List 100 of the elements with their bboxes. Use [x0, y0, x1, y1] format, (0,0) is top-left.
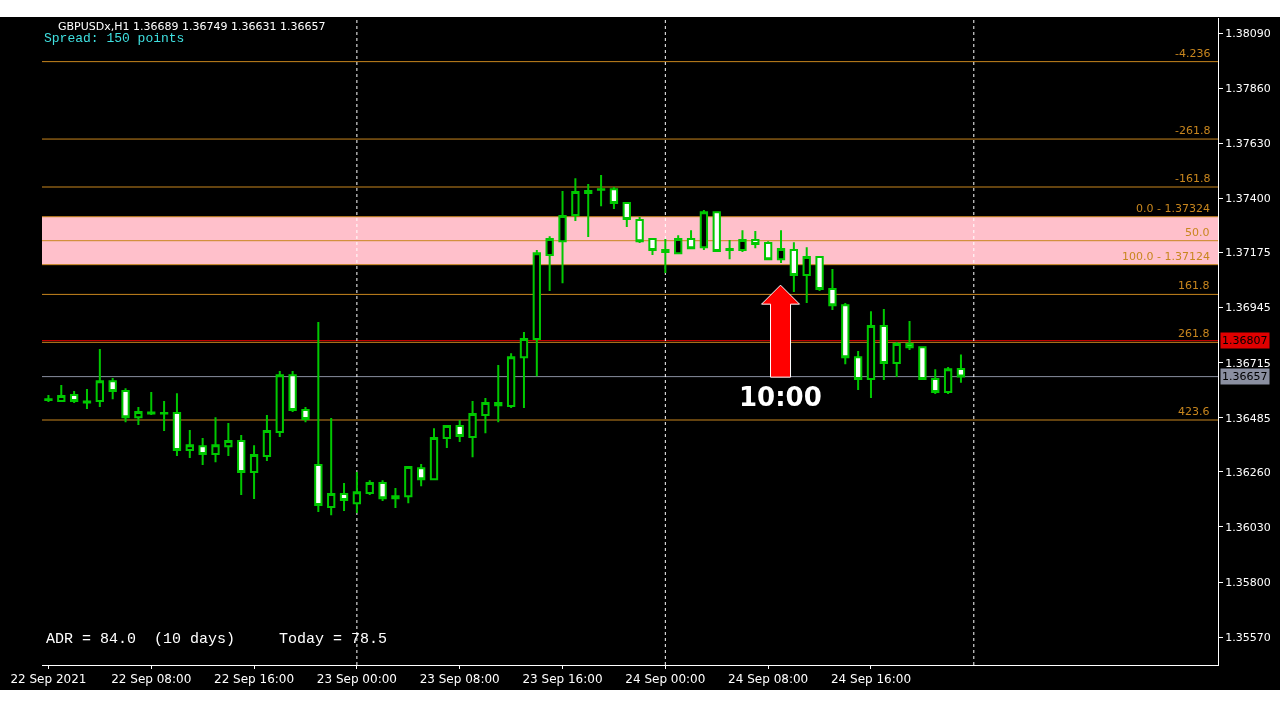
candlestick [198, 436, 207, 467]
annotation: 161.8 [1178, 279, 1210, 292]
candlestick [82, 388, 92, 410]
y-tick-label: 1.35570 [1225, 631, 1271, 645]
annotation: 10:00 [739, 382, 822, 412]
annotation: -161.8 [1175, 172, 1211, 185]
candlestick [108, 377, 117, 401]
candlestick [172, 392, 182, 457]
annotation: 100.0 - 1.37124 [1122, 250, 1210, 263]
candlestick [879, 308, 888, 381]
x-tick-label: 22 Sep 16:00 [214, 672, 295, 687]
candlestick [764, 240, 773, 262]
candlestick [866, 310, 876, 399]
annotation: 0.0 - 1.37324 [1136, 202, 1210, 215]
candlestick [931, 368, 940, 396]
annotation: ADR = 84.0 (10 days) [46, 631, 236, 648]
candlestick [404, 465, 413, 505]
candlestick [352, 471, 362, 515]
candlestick [339, 482, 349, 513]
annotation: Today = 78.5 [279, 631, 388, 648]
candlestick [262, 413, 272, 462]
candlestick [391, 487, 400, 509]
annotation: Spread: 150 points [44, 31, 185, 46]
candlestick [159, 400, 169, 433]
candlestick [224, 422, 233, 457]
candlestick [699, 209, 709, 252]
candlestick [69, 390, 79, 404]
candlestick [301, 406, 310, 424]
candlestick [288, 370, 297, 414]
candlestick [622, 202, 631, 229]
y-tick-label: 1.36715 [1225, 356, 1271, 370]
candlestick [95, 348, 104, 409]
annotation: 50.0 [1185, 226, 1210, 239]
candlestick [494, 364, 503, 424]
candlestick [674, 234, 683, 255]
candlestick [686, 229, 696, 250]
x-tick-label: 22 Sep 2021 [10, 672, 87, 687]
candlestick [853, 349, 863, 392]
candlestick [545, 235, 554, 293]
candlestick [378, 479, 387, 503]
candlestick [776, 229, 786, 264]
candlestick [609, 186, 619, 211]
candlestick [751, 230, 760, 250]
candlestick [417, 463, 426, 488]
candlestick [455, 419, 464, 444]
candlestick [481, 396, 490, 435]
ref-line-label: 1.36657 [1222, 370, 1268, 383]
y-tick-label: 1.36945 [1225, 301, 1271, 315]
candlestick [892, 341, 901, 379]
candlestick [815, 255, 824, 293]
x-tick-label: 22 Sep 08:00 [111, 672, 192, 687]
candlestick [841, 302, 850, 366]
y-tick-label: 1.38090 [1225, 26, 1271, 40]
candlestick [134, 406, 143, 427]
candlestick [956, 353, 966, 384]
candlestick [365, 479, 374, 497]
candlestick [584, 183, 593, 239]
candlestick [429, 427, 439, 481]
candlestick [44, 394, 53, 404]
candlestick [121, 387, 130, 424]
candlestick [468, 400, 477, 459]
annotation: 261.8 [1178, 327, 1210, 340]
candlestick [828, 267, 837, 311]
y-tick-label: 1.36485 [1225, 411, 1271, 425]
candlestick [802, 246, 811, 305]
annotation: 423.6 [1178, 405, 1210, 418]
candlestick [442, 425, 451, 450]
y-tick-label: 1.37400 [1225, 192, 1271, 206]
x-tick-label: 23 Sep 16:00 [522, 672, 603, 687]
candlestick [725, 238, 734, 261]
candlestick [249, 444, 259, 501]
x-tick-label: 23 Sep 08:00 [419, 672, 500, 687]
candlestick [185, 429, 194, 460]
candlestick [558, 190, 567, 285]
y-tick-label: 1.36030 [1225, 520, 1271, 534]
annotation: -261.8 [1175, 124, 1211, 137]
x-tick-label: 24 Sep 16:00 [830, 672, 912, 687]
annotation: GBPUSDx,H1 1.36689 1.36749 1.36631 1.36657 [58, 20, 326, 33]
candlestick [635, 215, 644, 245]
y-tick-label: 1.37175 [1225, 246, 1271, 260]
candlestick [147, 390, 156, 416]
candlestick [918, 346, 927, 381]
candlestick [738, 229, 747, 253]
y-tick-label: 1.37630 [1225, 137, 1271, 151]
y-tick-label: 1.36260 [1225, 465, 1271, 479]
candlestick [57, 384, 66, 403]
x-tick-label: 24 Sep 08:00 [728, 672, 809, 687]
candlestick [648, 238, 657, 257]
candlestick [905, 320, 914, 352]
candlestick [789, 241, 799, 293]
x-tick-label: 24 Sep 00:00 [625, 672, 706, 687]
candlestick [519, 331, 529, 410]
y-tick-label: 1.35800 [1225, 575, 1271, 589]
x-tick-label: 23 Sep 00:00 [316, 672, 397, 687]
candlestick [314, 320, 323, 514]
y-tick-label: 1.37860 [1225, 82, 1271, 96]
candlestick [532, 249, 541, 378]
ref-line-label: 1.36807 [1222, 334, 1268, 347]
candlestick [506, 352, 516, 410]
candlestick [943, 366, 953, 396]
